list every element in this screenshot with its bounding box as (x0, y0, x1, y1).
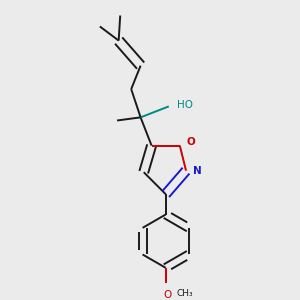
Text: CH₃: CH₃ (177, 289, 193, 298)
Text: O: O (164, 290, 172, 300)
Text: O: O (187, 137, 195, 147)
Text: N: N (193, 166, 202, 176)
Text: HO: HO (177, 100, 193, 110)
